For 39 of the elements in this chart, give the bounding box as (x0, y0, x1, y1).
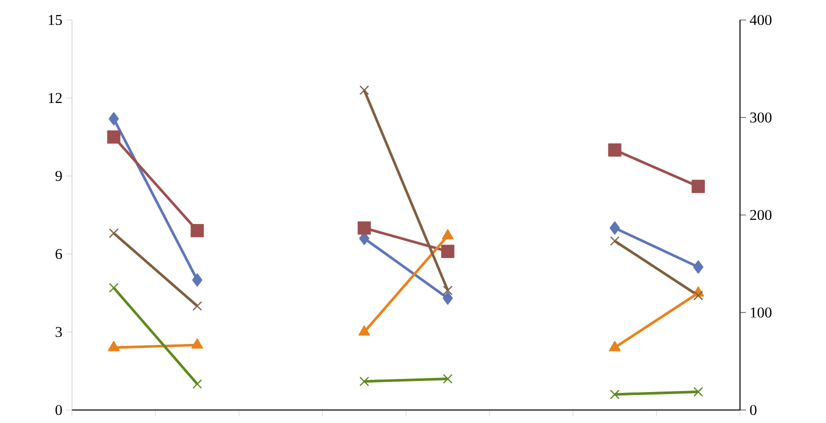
point (441, 244, 454, 258)
point (610, 221, 620, 235)
point (610, 236, 620, 246)
y2-tick-label: 0 (750, 404, 756, 416)
point (693, 260, 704, 274)
point (108, 112, 119, 126)
y-tick-label: 15 (48, 14, 62, 26)
point (107, 130, 120, 144)
point (442, 292, 453, 305)
point (190, 224, 204, 238)
point (359, 376, 370, 386)
point (608, 341, 621, 352)
point (692, 180, 705, 193)
point (358, 221, 371, 235)
point (693, 290, 704, 300)
point (192, 379, 202, 389)
point (191, 338, 204, 349)
point (693, 386, 704, 397)
y-tick-label: 0 (56, 404, 62, 416)
point (442, 286, 453, 296)
y-tick-label: 12 (48, 93, 62, 103)
point (108, 228, 119, 238)
y-tick-label: 3 (56, 326, 62, 338)
point (442, 229, 454, 240)
y2-tick-label: 200 (750, 210, 772, 220)
point (610, 390, 620, 400)
point (358, 325, 370, 336)
point (192, 273, 202, 287)
point (192, 301, 202, 311)
point (359, 85, 370, 96)
y2-tick-label: 100 (750, 307, 772, 318)
point (108, 341, 120, 352)
point (108, 282, 119, 293)
point (608, 143, 622, 157)
y2-tick-label: 300 (750, 112, 772, 123)
y2-tick-label: 400 (750, 14, 772, 26)
y-tick-label: 9 (55, 170, 62, 182)
y-tick-label: 6 (56, 248, 62, 260)
point (442, 374, 453, 384)
